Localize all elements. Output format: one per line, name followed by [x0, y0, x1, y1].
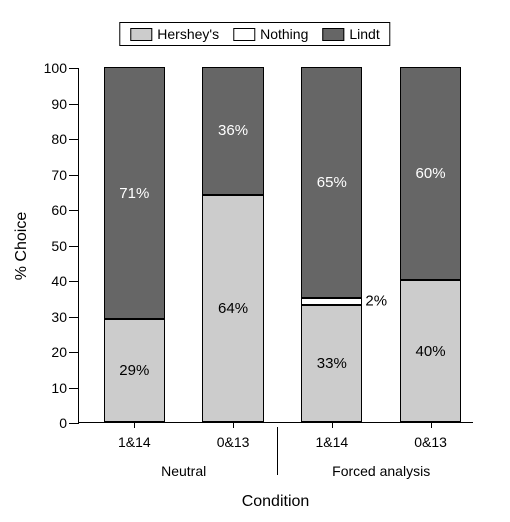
bar-value-label: 60% [416, 165, 446, 182]
legend-label: Lindt [349, 26, 379, 42]
y-tick-label: 20 [51, 344, 79, 360]
bar-value-label: 29% [119, 362, 149, 379]
bar-segment-hersheys: 33% [301, 305, 362, 422]
y-tick-label: 30 [51, 309, 79, 325]
legend-swatch [322, 28, 344, 41]
bar: 29% 71% [104, 67, 165, 422]
group-divider [277, 427, 279, 475]
x-tick [233, 422, 234, 428]
x-axis-label: Condition [242, 493, 310, 511]
x-tick-label: 1&14 [315, 434, 348, 450]
y-tick-label: 0 [59, 415, 79, 431]
x-tick-label: 0&13 [217, 434, 250, 450]
plot-area: 01020304050607080901001&140&131&140&13Ne… [78, 68, 473, 423]
bar-segment-lindt: 65% [301, 67, 362, 298]
bar-value-label: 2% [365, 293, 387, 310]
x-tick-label: 0&13 [414, 434, 447, 450]
bar-segment-hersheys: 29% [104, 319, 165, 422]
y-tick-label: 90 [51, 96, 79, 112]
bar-value-label: 33% [317, 355, 347, 372]
bar-value-label: 40% [416, 343, 446, 360]
legend-item: Hershey's [130, 26, 219, 42]
stacked-bar-chart: Hershey'sNothingLindt 010203040506070809… [0, 0, 510, 522]
y-tick-label: 100 [44, 60, 79, 76]
legend-swatch [233, 28, 255, 41]
y-tick-label: 40 [51, 273, 79, 289]
y-axis-label: % Choice [13, 211, 31, 279]
x-tick [332, 422, 333, 428]
y-tick-label: 70 [51, 167, 79, 183]
legend-label: Hershey's [157, 26, 219, 42]
bar-segment-lindt: 36% [202, 67, 263, 195]
y-tick-label: 80 [51, 131, 79, 147]
legend-swatch [130, 28, 152, 41]
legend-label: Nothing [260, 26, 308, 42]
x-tick [431, 422, 432, 428]
x-group-label: Neutral [161, 463, 206, 479]
bar-segment-hersheys: 40% [400, 280, 461, 422]
bar-value-label: 36% [218, 122, 248, 139]
bar-value-label: 71% [119, 185, 149, 202]
bar: 33% 2% 65% [301, 67, 362, 422]
bar-segment-hersheys: 64% [202, 195, 263, 422]
x-group-label: Forced analysis [332, 463, 430, 479]
x-tick [134, 422, 135, 428]
bar-value-label: 65% [317, 174, 347, 191]
legend-item: Lindt [322, 26, 379, 42]
y-tick-label: 10 [51, 380, 79, 396]
bar-value-label: 64% [218, 300, 248, 317]
bar-segment-nothing: 2% [301, 298, 362, 305]
bar: 64% 36% [202, 67, 263, 422]
y-tick-label: 50 [51, 238, 79, 254]
legend-item: Nothing [233, 26, 308, 42]
legend: Hershey's Nothing Lindt [119, 22, 390, 46]
bar-segment-lindt: 60% [400, 67, 461, 280]
bar: 40% 60% [400, 67, 461, 422]
y-tick-label: 60 [51, 202, 79, 218]
bar-segment-lindt: 71% [104, 67, 165, 319]
x-tick-label: 1&14 [118, 434, 151, 450]
